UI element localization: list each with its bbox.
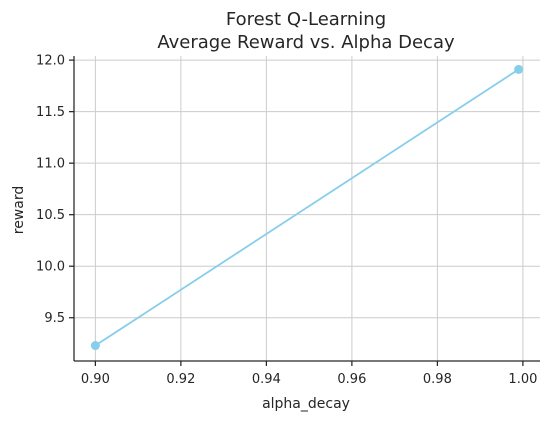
chart-title-line-1: Forest Q-Learning: [226, 9, 386, 30]
y-tick-label-5: 12.0: [36, 54, 65, 69]
data-point-0-0: [90, 341, 100, 351]
y-tick-label-1: 10.0: [36, 260, 65, 275]
axes: [69, 56, 540, 366]
x-tick-label-4: 0.98: [423, 372, 452, 387]
y-tick-label-3: 11.0: [36, 157, 65, 172]
y-axis-label: reward: [11, 186, 27, 235]
grid: [74, 56, 540, 361]
x-tick-label-1: 0.92: [166, 372, 195, 387]
x-tick-label-2: 0.94: [252, 372, 281, 387]
x-tick-label-5: 1.00: [508, 372, 537, 387]
x-tick-label-3: 0.96: [337, 372, 366, 387]
x-tick-label-0: 0.90: [81, 372, 110, 387]
y-tick-label-0: 9.5: [44, 311, 65, 326]
series-line-0: [94, 68, 520, 347]
data-point-0-1: [514, 64, 524, 74]
y-tick-label-2: 10.5: [36, 208, 65, 223]
series-layer: [90, 64, 524, 351]
x-axis-label: alpha_decay: [262, 396, 350, 412]
tick-labels: 0.90 0.92 0.94 0.96 0.98 1.00 9.5 10.0 10.5 11.0 1…: [36, 54, 537, 387]
chart-title-line-2: Average Reward vs. Alpha Decay: [157, 32, 455, 53]
y-tick-label-4: 11.5: [36, 105, 65, 120]
